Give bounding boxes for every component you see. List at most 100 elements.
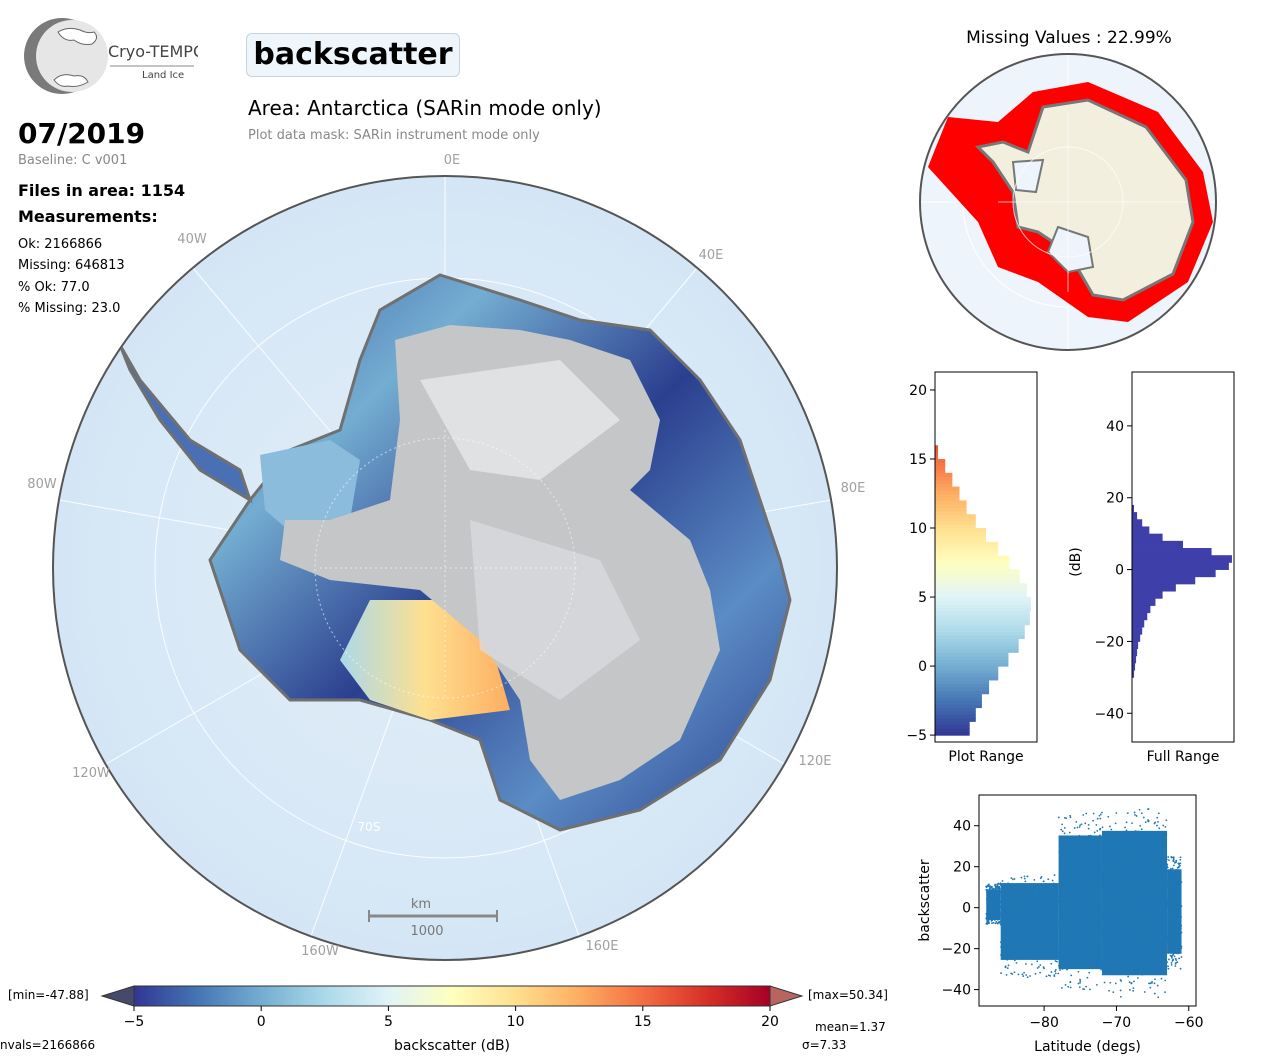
scatter-point — [1137, 830, 1140, 833]
scatter-point — [1030, 963, 1033, 966]
scatter-point — [1139, 887, 1142, 890]
scatter-point — [1130, 936, 1132, 938]
scatter-point — [1129, 878, 1132, 881]
lat-label-70s: 70S — [358, 820, 381, 834]
scatter-point — [993, 889, 996, 892]
scatter-point — [1036, 967, 1039, 969]
scatter-point — [1024, 912, 1027, 915]
scatter-point — [1085, 877, 1088, 880]
scatter-point — [1008, 934, 1011, 937]
scatter-point — [1020, 909, 1023, 912]
scatter-point — [1058, 882, 1061, 885]
scatter-point — [993, 905, 995, 907]
stat-ok: Ok: 2166866 — [18, 237, 103, 252]
scatter-point — [1175, 889, 1178, 891]
scatter-point — [1140, 930, 1143, 933]
scatter-point — [1172, 948, 1174, 951]
scatter-point — [1102, 885, 1105, 887]
scatter-point — [1032, 911, 1035, 914]
stat-pct-ok: % Ok: 77.0 — [18, 280, 90, 295]
scatter-point — [1168, 890, 1171, 892]
scatter-point — [999, 923, 1002, 926]
scatter-point — [1093, 909, 1095, 911]
scatter-point — [1074, 867, 1077, 870]
scatter-point — [1120, 850, 1123, 853]
scatter-point — [1101, 964, 1104, 967]
scatter-point — [1177, 881, 1180, 884]
scatter-point — [1176, 961, 1179, 964]
scatter-point — [1090, 842, 1093, 845]
scatter-point — [1099, 932, 1102, 934]
scatter-point — [998, 899, 1001, 902]
scatter-point — [1072, 854, 1075, 857]
scatter-point — [1139, 834, 1142, 836]
scatter-point — [1158, 858, 1161, 861]
scatter-point — [1071, 851, 1074, 854]
scatter-point — [1168, 931, 1171, 933]
scatter-point — [1058, 835, 1061, 838]
scatter-point — [1089, 834, 1092, 837]
scatter-ytick-label-1: −20 — [941, 942, 971, 958]
scatter-point — [1038, 965, 1040, 968]
mean-label: mean=1.37 — [815, 1020, 886, 1034]
scatter-point — [1146, 877, 1149, 879]
scatter-point — [1051, 907, 1054, 910]
scatter-point — [1139, 824, 1142, 827]
scatter-point — [1167, 884, 1170, 887]
scatter-point — [1159, 865, 1162, 868]
scatter-point — [999, 911, 1001, 914]
scatter-point — [994, 883, 997, 886]
scatter-point — [1113, 862, 1116, 865]
scatter-point — [1101, 811, 1103, 814]
scatter-point — [1174, 890, 1177, 893]
scatter-point — [1111, 915, 1114, 918]
scatter-point — [1023, 957, 1025, 960]
scatter-point — [1006, 955, 1009, 958]
scatter-point — [1147, 898, 1149, 901]
scatter-point — [988, 900, 991, 902]
scatter-point — [997, 898, 999, 901]
scatter-point — [1085, 862, 1087, 864]
scatter-point — [1125, 958, 1128, 961]
scatter-point — [1114, 854, 1117, 857]
scatter-point — [1060, 828, 1063, 831]
scatter-point — [1171, 960, 1174, 962]
scatter-point — [1176, 938, 1178, 940]
scatter-point — [1134, 813, 1136, 816]
scatter-point — [1145, 898, 1148, 901]
scatter-point — [997, 905, 1000, 908]
scatter-point — [1099, 834, 1101, 837]
scatter-point — [1177, 912, 1180, 915]
scatter-point — [1075, 882, 1077, 885]
scatter-point — [1175, 904, 1178, 907]
scatter-point — [989, 898, 992, 901]
scatter-point — [1048, 936, 1050, 939]
scatter-point — [1078, 873, 1081, 876]
scatter-point — [1052, 901, 1055, 904]
scatter-point — [1062, 911, 1064, 913]
scatter-point — [1143, 964, 1146, 966]
hist2-bar-11 — [1132, 591, 1163, 599]
scatter-point — [988, 895, 991, 898]
scatter-point — [1172, 952, 1175, 955]
scatter-point — [1096, 854, 1099, 857]
scatter-point — [1083, 988, 1086, 991]
scatter-point — [1176, 927, 1178, 930]
scatter-point — [994, 905, 997, 908]
scatter-point — [1163, 949, 1166, 952]
hist2-bar-21 — [1132, 519, 1143, 527]
variable-title: backscatter — [246, 33, 460, 77]
scatter-point — [1095, 963, 1098, 966]
hist2-bar-14 — [1132, 569, 1216, 578]
scatter-point — [1136, 900, 1139, 903]
scatter-point — [1038, 953, 1041, 956]
scatter-point — [1127, 837, 1130, 840]
scatter-point — [1170, 929, 1173, 932]
colorbar-bar — [133, 985, 771, 1007]
hist2-bar-9 — [1132, 605, 1151, 614]
scatter-point — [1179, 856, 1182, 859]
scatter-point — [1165, 842, 1168, 844]
lon-label-0e: 0E — [444, 153, 461, 168]
scatter-point — [1025, 932, 1028, 934]
scatter-point — [1072, 932, 1075, 935]
